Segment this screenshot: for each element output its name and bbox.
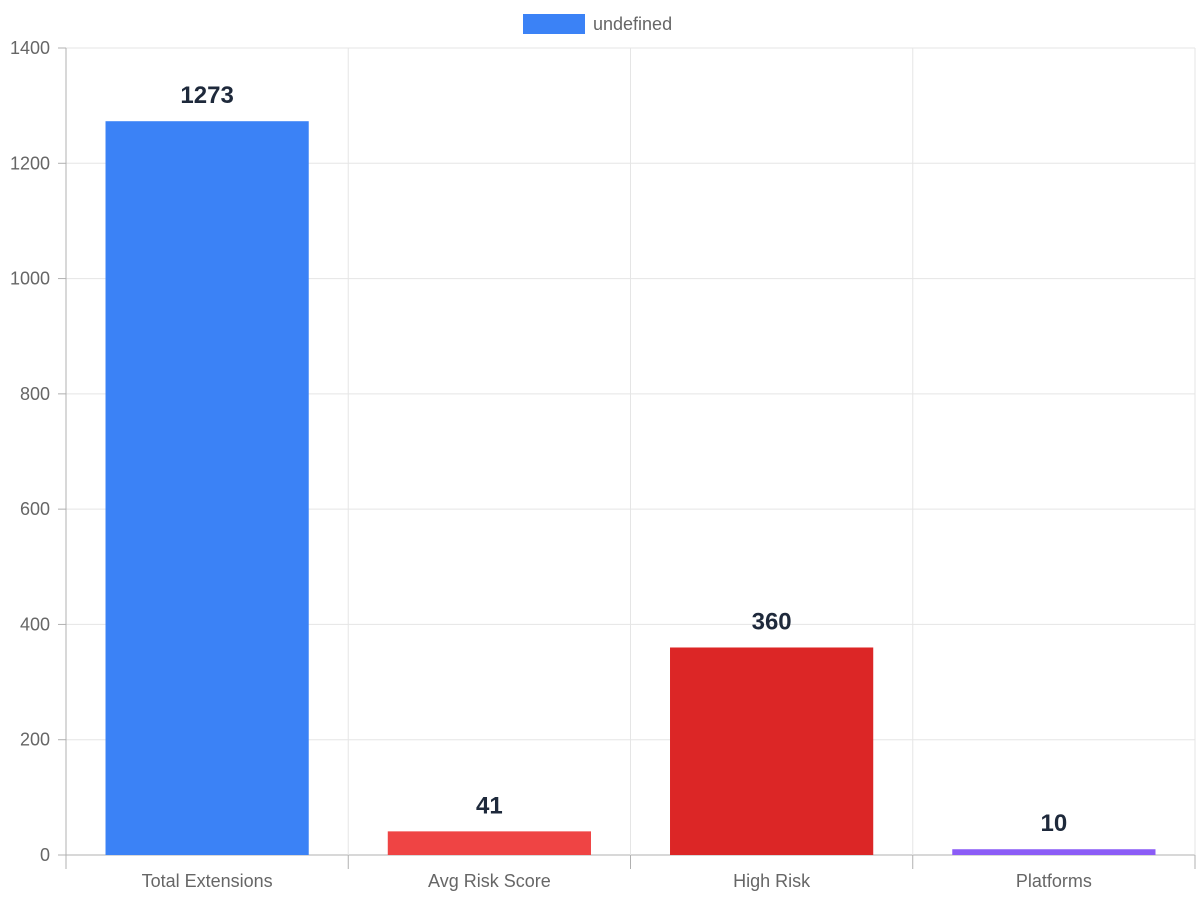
data-label: 360 [752, 608, 792, 635]
x-tick-label: Avg Risk Score [428, 871, 551, 891]
data-label: 10 [1041, 810, 1068, 837]
bar-total-extensions[interactable] [105, 121, 309, 856]
y-tick-label: 1200 [10, 153, 50, 173]
legend-label[interactable]: undefined [593, 14, 672, 34]
y-tick-label: 400 [20, 614, 50, 634]
y-tick-label: 600 [20, 499, 50, 519]
y-tick-label: 0 [40, 845, 50, 865]
data-labels: 1273 41 360 10 [180, 82, 1067, 837]
x-tick-label: Platforms [1016, 871, 1092, 891]
bar-platforms[interactable] [952, 849, 1156, 855]
x-tick-label: High Risk [733, 871, 811, 891]
data-label: 41 [476, 792, 503, 819]
y-tick-label: 1400 [10, 38, 50, 58]
y-tick-label: 800 [20, 384, 50, 404]
bars [105, 121, 1156, 856]
axes: 0 200 400 600 800 1000 1200 1400 Total Extension… [10, 38, 1196, 891]
x-tick-label: Total Extensions [142, 871, 273, 891]
bar-avg-risk-score[interactable] [387, 831, 591, 855]
bar-high-risk[interactable] [670, 647, 874, 855]
data-label: 1273 [180, 82, 233, 109]
y-tick-label: 200 [20, 730, 50, 750]
legend-swatch[interactable] [523, 14, 585, 34]
y-tick-label: 1000 [10, 269, 50, 289]
legend[interactable]: undefined [523, 14, 672, 34]
